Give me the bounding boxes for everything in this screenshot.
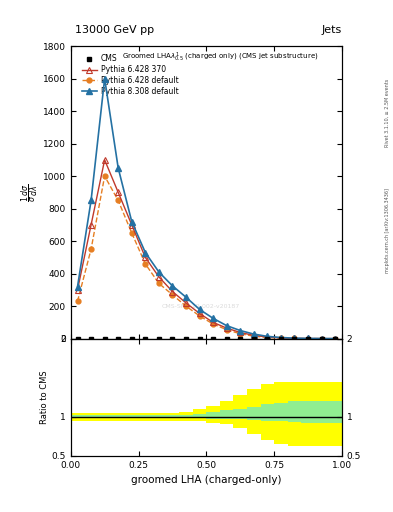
CMS	[265, 335, 270, 342]
Line: Pythia 8.308 default: Pythia 8.308 default	[75, 76, 338, 342]
Pythia 6.428 default	[102, 173, 107, 179]
CMS	[184, 335, 188, 342]
Pythia 6.428 default	[238, 331, 242, 337]
Pythia 6.428 370	[129, 222, 134, 228]
CMS	[116, 335, 121, 342]
CMS	[306, 335, 310, 342]
Line: Pythia 6.428 default: Pythia 6.428 default	[75, 174, 338, 341]
Pythia 6.428 370	[184, 300, 188, 306]
CMS	[292, 335, 297, 342]
Pythia 6.428 370	[170, 288, 175, 294]
Text: Jets: Jets	[321, 25, 342, 35]
CMS	[156, 335, 161, 342]
Pythia 6.428 default	[319, 335, 324, 342]
Pythia 6.428 default	[292, 335, 297, 342]
CMS	[129, 335, 134, 342]
Pythia 6.428 default	[89, 246, 94, 252]
Pythia 6.428 370	[238, 329, 242, 335]
Text: Rivet 3.1.10, ≥ 2.5M events: Rivet 3.1.10, ≥ 2.5M events	[385, 78, 389, 147]
CMS	[89, 335, 94, 342]
CMS	[75, 335, 80, 342]
CMS	[279, 335, 283, 342]
Pythia 6.428 370	[279, 335, 283, 341]
Pythia 6.428 370	[197, 310, 202, 316]
Pythia 8.308 default	[102, 75, 107, 81]
Pythia 6.428 default	[224, 327, 229, 333]
Line: Pythia 6.428 370: Pythia 6.428 370	[75, 157, 338, 342]
X-axis label: groomed LHA (charged-only): groomed LHA (charged-only)	[131, 475, 281, 485]
Pythia 6.428 default	[279, 335, 283, 341]
Pythia 6.428 default	[333, 335, 338, 342]
Pythia 8.308 default	[224, 323, 229, 329]
Pythia 8.308 default	[319, 335, 324, 342]
CMS	[211, 335, 215, 342]
Pythia 6.428 default	[116, 198, 121, 204]
Pythia 6.428 default	[306, 335, 310, 342]
Y-axis label: Ratio to CMS: Ratio to CMS	[40, 370, 49, 424]
CMS	[238, 335, 242, 342]
CMS	[143, 335, 148, 342]
Pythia 6.428 370	[75, 287, 80, 293]
Pythia 8.308 default	[156, 269, 161, 275]
Pythia 6.428 370	[211, 319, 215, 326]
CMS	[102, 335, 107, 342]
Pythia 6.428 370	[156, 274, 161, 280]
Pythia 6.428 default	[197, 313, 202, 319]
Pythia 6.428 370	[116, 189, 121, 196]
Text: Groomed LHA$\lambda^{1}_{0.5}$ (charged only) (CMS jet substructure): Groomed LHA$\lambda^{1}_{0.5}$ (charged …	[121, 51, 318, 64]
Pythia 6.428 370	[292, 335, 297, 342]
Pythia 8.308 default	[292, 335, 297, 341]
Text: CMS-SMP-19-002-v20187: CMS-SMP-19-002-v20187	[162, 305, 240, 309]
Pythia 6.428 default	[211, 321, 215, 327]
Pythia 8.308 default	[265, 333, 270, 339]
Text: 13000 GeV pp: 13000 GeV pp	[75, 25, 154, 35]
Pythia 6.428 default	[156, 280, 161, 286]
Pythia 8.308 default	[75, 284, 80, 290]
Pythia 6.428 370	[306, 335, 310, 342]
CMS	[170, 335, 175, 342]
Pythia 6.428 default	[75, 298, 80, 304]
Legend: CMS, Pythia 6.428 370, Pythia 6.428 default, Pythia 8.308 default: CMS, Pythia 6.428 370, Pythia 6.428 defa…	[80, 53, 180, 98]
Text: mcplots.cern.ch [arXiv:1306.3436]: mcplots.cern.ch [arXiv:1306.3436]	[385, 188, 389, 273]
Pythia 8.308 default	[89, 198, 94, 204]
Pythia 8.308 default	[333, 335, 338, 342]
CMS	[319, 335, 324, 342]
Pythia 6.428 default	[129, 230, 134, 236]
Pythia 6.428 370	[265, 334, 270, 340]
Pythia 6.428 370	[102, 157, 107, 163]
Pythia 6.428 default	[252, 333, 256, 339]
Line: CMS: CMS	[75, 336, 338, 341]
Pythia 6.428 370	[319, 335, 324, 342]
Pythia 6.428 370	[252, 332, 256, 338]
Pythia 8.308 default	[116, 165, 121, 171]
Pythia 8.308 default	[252, 331, 256, 337]
Pythia 6.428 370	[143, 254, 148, 261]
Y-axis label: $\frac{1}{\sigma}\frac{d\sigma}{d\lambda}$: $\frac{1}{\sigma}\frac{d\sigma}{d\lambda…	[20, 183, 42, 202]
Pythia 8.308 default	[143, 249, 148, 255]
Pythia 6.428 370	[333, 335, 338, 342]
Pythia 6.428 370	[224, 325, 229, 331]
CMS	[333, 335, 338, 342]
Pythia 6.428 default	[143, 261, 148, 267]
CMS	[252, 335, 256, 342]
Pythia 6.428 default	[170, 292, 175, 298]
Pythia 8.308 default	[238, 328, 242, 334]
Pythia 6.428 default	[265, 334, 270, 340]
Pythia 6.428 default	[184, 303, 188, 309]
Pythia 8.308 default	[170, 283, 175, 289]
Pythia 8.308 default	[197, 306, 202, 312]
Pythia 8.308 default	[279, 334, 283, 340]
CMS	[224, 335, 229, 342]
Pythia 6.428 370	[89, 222, 94, 228]
Pythia 8.308 default	[211, 315, 215, 322]
Pythia 8.308 default	[129, 219, 134, 225]
CMS	[197, 335, 202, 342]
Pythia 8.308 default	[306, 335, 310, 342]
Pythia 8.308 default	[184, 294, 188, 300]
